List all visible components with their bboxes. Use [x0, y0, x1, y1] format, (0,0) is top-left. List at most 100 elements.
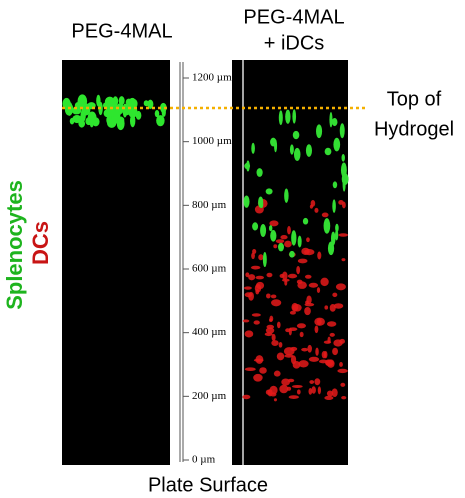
red-cell — [255, 355, 264, 364]
red-cell — [291, 302, 299, 312]
red-cell — [306, 295, 312, 305]
green-cell — [270, 137, 277, 147]
red-cell — [269, 220, 279, 227]
green-cell — [331, 118, 338, 127]
red-cell — [315, 347, 319, 356]
green-cell — [293, 147, 301, 161]
red-cell — [314, 317, 325, 326]
red-cell — [244, 330, 254, 338]
red-cell — [339, 338, 346, 344]
red-cell — [307, 344, 312, 353]
green-cell — [302, 217, 309, 225]
red-cell — [333, 303, 344, 309]
panel-title: PEG-4MAL — [243, 6, 344, 28]
green-cell — [292, 130, 300, 140]
green-cell — [323, 218, 331, 234]
red-cell — [340, 382, 346, 387]
red-cell — [326, 390, 334, 397]
green-cell — [289, 250, 295, 258]
red-cell — [253, 320, 260, 325]
red-cell — [299, 331, 304, 338]
red-cell — [270, 294, 277, 299]
red-cell — [337, 368, 348, 374]
red-cell — [284, 240, 292, 248]
red-cell — [286, 386, 292, 391]
red-cell — [288, 395, 299, 399]
green-cell — [96, 94, 101, 107]
red-cell — [276, 321, 281, 329]
channel-label: DCs — [28, 221, 53, 265]
red-cell — [341, 396, 347, 400]
red-cell — [285, 328, 291, 333]
red-cell — [338, 233, 349, 237]
green-cell — [270, 230, 277, 242]
red-cell — [297, 281, 307, 289]
green-cell — [252, 222, 259, 231]
red-cell — [287, 225, 291, 235]
annotation: Top of — [387, 88, 442, 110]
panel-title: PEG-4MAL — [71, 20, 172, 42]
red-cell — [284, 354, 294, 358]
green-cell — [161, 107, 166, 117]
green-cell — [332, 199, 336, 213]
red-cell — [258, 254, 264, 261]
green-cell — [106, 109, 117, 117]
red-cell — [278, 341, 283, 348]
scale-label: 200 µm — [192, 390, 227, 402]
red-cell — [316, 287, 321, 294]
red-cell — [304, 274, 312, 279]
red-cell — [244, 292, 253, 298]
green-cell — [291, 230, 297, 246]
red-cell — [287, 273, 298, 279]
scale-label: 1200 µm — [192, 72, 232, 84]
red-cell — [306, 249, 310, 254]
green-cell — [128, 100, 137, 108]
red-cell — [314, 325, 319, 334]
left-panel — [62, 60, 170, 465]
red-cell — [271, 299, 282, 307]
red-cell — [311, 386, 316, 394]
green-cell — [341, 154, 345, 162]
red-cell — [318, 359, 328, 364]
red-cell — [332, 347, 338, 356]
red-cell — [281, 278, 290, 282]
red-cell — [317, 386, 322, 395]
red-cell — [296, 389, 301, 395]
scale-label: 400 µm — [192, 326, 227, 338]
red-cell — [291, 384, 303, 388]
red-cell — [296, 265, 301, 275]
green-cell — [118, 96, 125, 106]
red-cell — [329, 332, 335, 337]
red-cell — [273, 370, 281, 377]
red-cell — [266, 272, 273, 278]
red-cell — [332, 292, 338, 298]
red-cell — [276, 352, 285, 361]
red-cell — [304, 302, 315, 307]
green-cell — [285, 109, 291, 124]
green-cell — [116, 117, 125, 131]
red-cell — [251, 252, 255, 260]
green-cell — [129, 114, 136, 128]
red-cell — [289, 310, 296, 315]
red-cell — [297, 258, 308, 264]
green-cell — [251, 142, 255, 154]
red-cell — [273, 398, 278, 402]
red-cell — [317, 251, 322, 260]
red-cell — [269, 385, 278, 395]
red-cell — [326, 321, 337, 327]
red-cell — [308, 388, 313, 395]
red-cell — [331, 388, 338, 397]
green-cell — [156, 115, 165, 127]
red-cell — [290, 346, 298, 351]
red-cell — [306, 237, 310, 243]
red-cell — [259, 367, 267, 374]
green-cell — [72, 114, 82, 124]
red-cell — [342, 201, 346, 209]
green-cell — [305, 144, 313, 157]
red-cell — [242, 319, 250, 323]
green-cell — [259, 201, 264, 209]
red-cell — [250, 265, 261, 270]
red-cell — [335, 283, 346, 291]
red-cell — [255, 275, 265, 280]
